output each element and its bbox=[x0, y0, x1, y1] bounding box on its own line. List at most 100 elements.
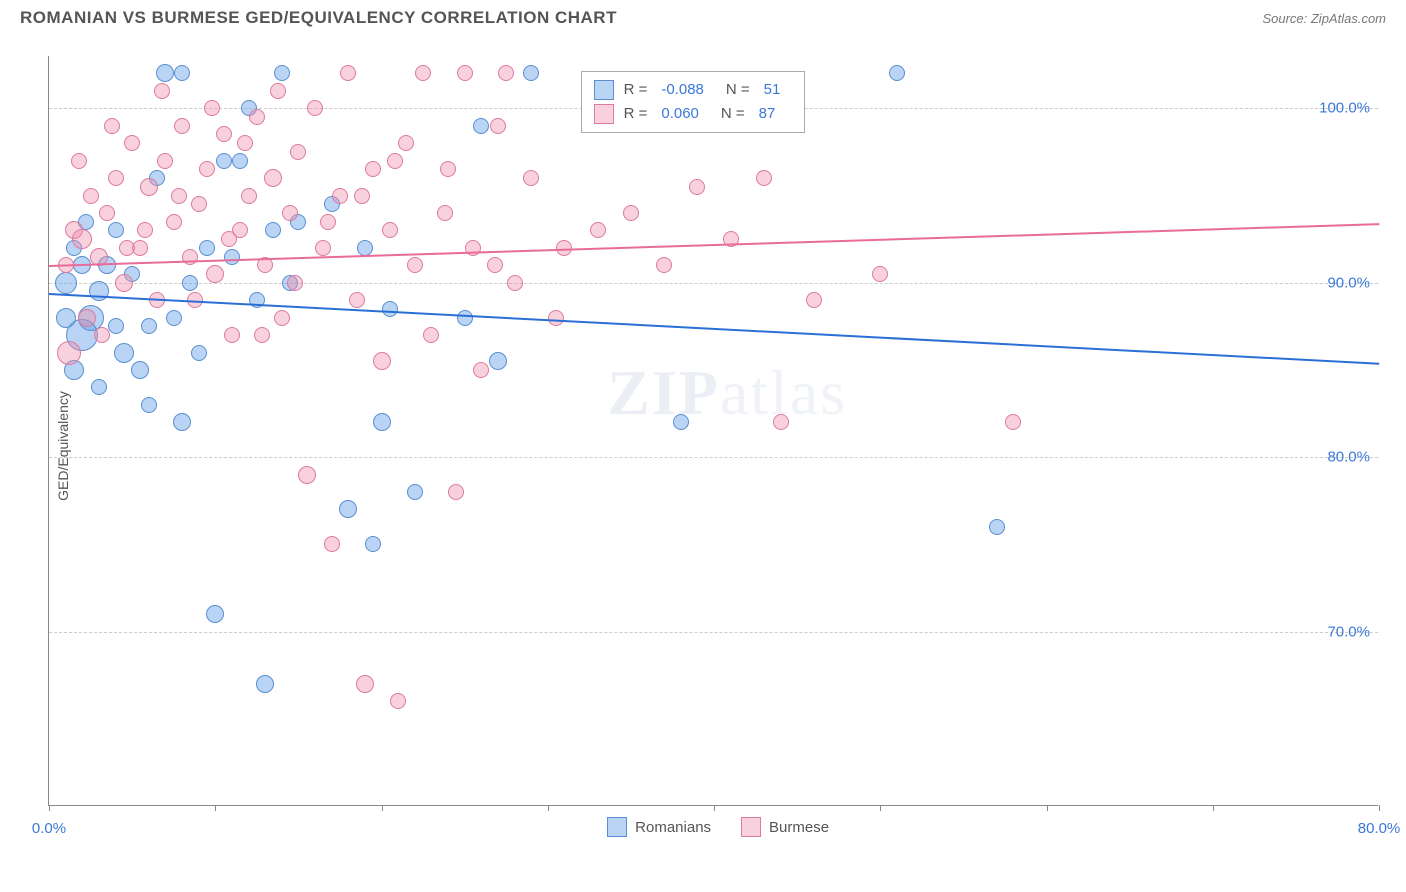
data-point bbox=[204, 100, 220, 116]
data-point bbox=[590, 222, 606, 238]
data-point bbox=[206, 605, 224, 623]
x-tick-mark bbox=[548, 805, 549, 811]
data-point bbox=[182, 275, 198, 291]
data-point bbox=[114, 343, 134, 363]
x-tick-label: 0.0% bbox=[32, 820, 66, 837]
data-point bbox=[57, 341, 81, 365]
data-point bbox=[457, 310, 473, 326]
series-legend: Romanians Burmese bbox=[607, 817, 829, 837]
data-point bbox=[498, 65, 514, 81]
data-point bbox=[354, 188, 370, 204]
data-point bbox=[324, 536, 340, 552]
data-point bbox=[83, 188, 99, 204]
data-point bbox=[872, 266, 888, 282]
legend-swatch bbox=[594, 80, 614, 100]
data-point bbox=[356, 675, 374, 693]
data-point bbox=[415, 65, 431, 81]
legend-row: R =-0.088N =51 bbox=[594, 78, 793, 102]
data-point bbox=[174, 118, 190, 134]
data-point bbox=[199, 240, 215, 256]
y-tick-label: 90.0% bbox=[1327, 274, 1370, 291]
gridline bbox=[49, 283, 1378, 284]
data-point bbox=[173, 413, 191, 431]
legend-r-label: R = bbox=[624, 81, 648, 98]
data-point bbox=[216, 153, 232, 169]
data-point bbox=[382, 222, 398, 238]
data-point bbox=[156, 64, 174, 82]
data-point bbox=[1005, 414, 1021, 430]
data-point bbox=[78, 309, 96, 327]
x-tick-mark bbox=[215, 805, 216, 811]
legend-swatch bbox=[594, 104, 614, 124]
data-point bbox=[265, 222, 281, 238]
data-point bbox=[489, 352, 507, 370]
data-point bbox=[487, 257, 503, 273]
data-point bbox=[320, 214, 336, 230]
data-point bbox=[232, 153, 248, 169]
data-point bbox=[141, 397, 157, 413]
data-point bbox=[206, 265, 224, 283]
data-point bbox=[115, 274, 133, 292]
data-point bbox=[171, 188, 187, 204]
data-point bbox=[357, 240, 373, 256]
data-point bbox=[623, 205, 639, 221]
data-point bbox=[91, 379, 107, 395]
data-point bbox=[174, 65, 190, 81]
legend-r-value: -0.088 bbox=[661, 81, 704, 98]
data-point bbox=[249, 109, 265, 125]
data-point bbox=[437, 205, 453, 221]
data-point bbox=[224, 249, 240, 265]
data-point bbox=[216, 126, 232, 142]
data-point bbox=[307, 100, 323, 116]
data-point bbox=[56, 308, 76, 328]
x-tick-mark bbox=[714, 805, 715, 811]
data-point bbox=[199, 161, 215, 177]
gridline bbox=[49, 632, 1378, 633]
data-point bbox=[287, 275, 303, 291]
legend-n-label: N = bbox=[721, 105, 745, 122]
data-point bbox=[473, 362, 489, 378]
data-point bbox=[131, 361, 149, 379]
data-point bbox=[365, 536, 381, 552]
data-point bbox=[349, 292, 365, 308]
data-point bbox=[548, 310, 564, 326]
correlation-legend: R =-0.088N =51R =0.060N =87 bbox=[581, 71, 806, 133]
data-point bbox=[270, 83, 286, 99]
data-point bbox=[656, 257, 672, 273]
data-point bbox=[373, 352, 391, 370]
data-point bbox=[373, 413, 391, 431]
legend-n-value: 51 bbox=[764, 81, 781, 98]
data-point bbox=[407, 484, 423, 500]
x-tick-mark bbox=[382, 805, 383, 811]
data-point bbox=[191, 196, 207, 212]
y-tick-label: 80.0% bbox=[1327, 449, 1370, 466]
data-point bbox=[390, 693, 406, 709]
data-point bbox=[473, 118, 489, 134]
legend-r-label: R = bbox=[624, 105, 648, 122]
data-point bbox=[141, 318, 157, 334]
legend-item: Romanians bbox=[607, 817, 711, 837]
data-point bbox=[298, 466, 316, 484]
data-point bbox=[166, 310, 182, 326]
x-tick-label: 80.0% bbox=[1358, 820, 1401, 837]
data-point bbox=[448, 484, 464, 500]
trend-line bbox=[49, 223, 1379, 267]
data-point bbox=[282, 205, 298, 221]
data-point bbox=[224, 327, 240, 343]
data-point bbox=[332, 188, 348, 204]
legend-item: Burmese bbox=[741, 817, 829, 837]
data-point bbox=[507, 275, 523, 291]
data-point bbox=[256, 675, 274, 693]
data-point bbox=[523, 170, 539, 186]
data-point bbox=[119, 240, 135, 256]
data-point bbox=[339, 500, 357, 518]
data-point bbox=[806, 292, 822, 308]
data-point bbox=[773, 414, 789, 430]
data-point bbox=[104, 118, 120, 134]
chart-source: Source: ZipAtlas.com bbox=[1262, 11, 1386, 26]
data-point bbox=[673, 414, 689, 430]
x-tick-mark bbox=[880, 805, 881, 811]
data-point bbox=[108, 170, 124, 186]
data-point bbox=[490, 118, 506, 134]
x-tick-mark bbox=[1213, 805, 1214, 811]
